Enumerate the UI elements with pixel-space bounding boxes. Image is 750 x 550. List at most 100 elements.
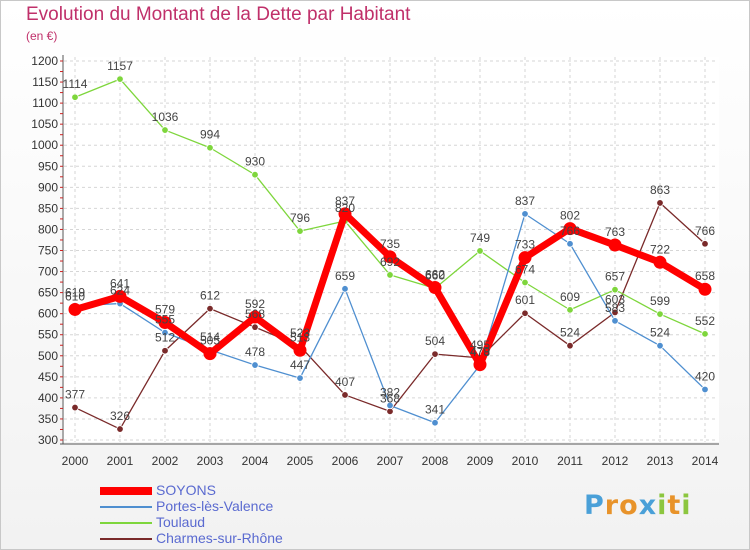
data-label: 601 [515, 293, 535, 307]
data-label: 478 [245, 345, 265, 359]
data-label: 820 [335, 201, 355, 215]
data-point [431, 419, 439, 427]
data-point [251, 323, 259, 331]
data-point [611, 285, 619, 294]
logo-letter: i [681, 490, 692, 521]
y-tick-label: 1100 [32, 96, 58, 110]
data-point [161, 328, 169, 337]
data-label: 692 [380, 255, 400, 269]
data-label: 659 [335, 269, 355, 283]
logo-letter: x [638, 490, 658, 521]
data-label: 837 [515, 194, 535, 208]
data-label: 326 [110, 409, 130, 423]
legend-swatch [100, 506, 152, 508]
y-tick-label: 650 [38, 286, 58, 300]
data-label: 994 [200, 128, 220, 142]
data-label: 733 [515, 238, 535, 252]
data-label: 420 [695, 369, 715, 383]
logo-letter: o [619, 490, 639, 521]
data-point [701, 330, 709, 338]
data-label: 662 [425, 268, 445, 282]
data-point [383, 250, 397, 264]
data-label: 407 [335, 375, 355, 389]
y-tick-label: 400 [38, 391, 58, 405]
data-point [386, 271, 394, 279]
data-label: 479 [470, 345, 490, 359]
data-point [113, 289, 127, 303]
data-label: 583 [605, 301, 625, 315]
y-tick-label: 800 [38, 222, 58, 236]
x-tick-label: 2014 [692, 454, 719, 468]
data-label: 802 [560, 209, 580, 223]
x-tick-label: 2012 [602, 454, 629, 468]
data-point [473, 358, 487, 372]
legend-label: SOYONS [156, 482, 216, 498]
data-point [476, 247, 484, 255]
y-tick-label: 450 [38, 370, 58, 384]
data-point [428, 281, 442, 295]
y-tick-label: 600 [38, 307, 58, 321]
data-point [698, 282, 712, 296]
data-point [431, 350, 439, 358]
data-label: 523 [290, 326, 310, 340]
legend-swatch [100, 522, 152, 524]
data-point [656, 199, 664, 207]
x-tick-label: 2005 [287, 454, 314, 468]
data-label: 592 [245, 297, 265, 311]
data-label: 641 [110, 276, 130, 290]
data-point [158, 316, 172, 330]
logo-letter: i [657, 490, 668, 521]
x-tick-label: 2002 [152, 454, 179, 468]
x-tick-label: 2001 [107, 454, 134, 468]
data-label: 930 [245, 155, 265, 169]
logo-letter: r [604, 490, 620, 521]
data-point [251, 170, 259, 179]
data-point [71, 403, 79, 412]
y-tick-label: 850 [38, 201, 58, 215]
data-point [386, 401, 394, 410]
data-label: 1036 [152, 110, 179, 124]
data-label: 1157 [107, 59, 133, 73]
data-label: 579 [155, 303, 175, 317]
data-label: 552 [695, 314, 715, 328]
data-label: 766 [695, 224, 715, 238]
data-point [116, 425, 124, 433]
y-tick-label: 700 [38, 265, 58, 279]
data-point [248, 310, 262, 324]
proxiti-logo: Proxiti [584, 490, 692, 521]
data-label: 514 [200, 330, 220, 344]
data-label: 1114 [63, 77, 88, 91]
y-tick-label: 500 [38, 349, 58, 363]
data-label: 524 [650, 326, 670, 340]
legend-swatch [100, 487, 152, 495]
legend-label: Charmes-sur-Rhône [156, 530, 283, 546]
chart-title: Evolution du Montant de la Dette par Hab… [26, 4, 411, 25]
data-point [206, 144, 214, 152]
data-label: 763 [605, 225, 625, 239]
data-label: 555 [155, 313, 175, 327]
x-tick-label: 2000 [62, 454, 89, 468]
data-point [656, 341, 664, 350]
legend-item: Toulaud [100, 514, 360, 531]
data-label: 674 [515, 263, 535, 277]
data-point [608, 238, 622, 252]
data-point [518, 251, 532, 265]
data-label: 796 [290, 211, 310, 225]
data-point [296, 374, 304, 382]
x-tick-label: 2004 [242, 454, 269, 468]
data-label: 603 [605, 292, 625, 306]
data-label: 624 [110, 284, 130, 298]
data-point [566, 306, 574, 314]
x-tick-label: 2006 [332, 454, 359, 468]
x-tick-label: 2007 [377, 454, 404, 468]
data-label: 524 [560, 326, 580, 340]
data-point [521, 278, 529, 287]
data-point [566, 341, 574, 350]
data-point [521, 210, 529, 218]
data-label: 568 [245, 307, 265, 321]
data-point [293, 343, 307, 357]
y-tick-label: 900 [38, 180, 58, 194]
data-label: 478 [470, 345, 490, 359]
data-label: 766 [560, 224, 580, 238]
